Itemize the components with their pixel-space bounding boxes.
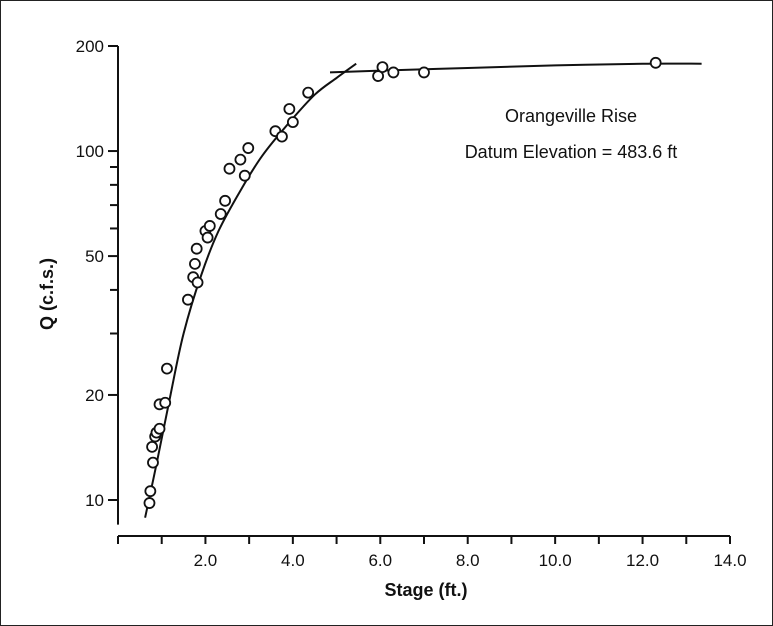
y-tick-label: 100 <box>76 142 104 161</box>
axes: 10 20 50 100 200 2.0 4.0 6.0 8.0 10.0 12.0 14.0 <box>76 37 747 570</box>
data-point <box>276 130 288 143</box>
data-point <box>147 456 159 469</box>
x-tick-label: 14.0 <box>713 551 746 570</box>
annotation-line-2: Datum Elevation = 483.6 ft <box>465 142 678 162</box>
fit-curves <box>144 62 702 518</box>
x-tick-label: 10.0 <box>539 551 572 570</box>
y-tick-label: 20 <box>85 386 104 405</box>
data-point <box>302 86 315 99</box>
x-tick-label: 2.0 <box>194 551 218 570</box>
data-point <box>372 70 385 82</box>
x-tick-label: 6.0 <box>368 551 392 570</box>
data-point <box>649 56 662 69</box>
data-point <box>387 66 400 79</box>
data-point <box>201 231 214 244</box>
data-point <box>144 485 157 498</box>
data-point <box>146 440 158 453</box>
annotation-line-1: Orangeville Rise <box>505 106 637 126</box>
data-point <box>219 194 232 207</box>
data-point <box>418 66 430 79</box>
data-point <box>242 142 255 154</box>
fit-curve <box>144 62 357 518</box>
data-point <box>161 362 173 375</box>
x-tick-label: 12.0 <box>626 551 659 570</box>
data-point <box>203 220 216 232</box>
data-point <box>153 422 166 435</box>
data-point <box>143 497 156 509</box>
data-point <box>189 257 201 270</box>
y-tick-label: 10 <box>85 491 104 510</box>
y-tick-label: 200 <box>76 37 104 56</box>
data-point <box>238 169 251 182</box>
x-axis-title: Stage (ft.) <box>385 580 468 600</box>
data-point <box>159 396 172 409</box>
data-point <box>190 242 203 255</box>
data-point <box>191 276 204 289</box>
x-tick-label: 4.0 <box>281 551 305 570</box>
data-point <box>283 103 296 115</box>
data-points <box>143 56 662 509</box>
data-point <box>376 61 389 74</box>
data-point <box>214 208 227 220</box>
data-point <box>223 162 236 175</box>
data-point <box>286 116 299 129</box>
y-axis-title: Q (c.f.s.) <box>37 258 57 330</box>
y-tick-label: 50 <box>85 247 104 266</box>
data-point <box>234 153 247 166</box>
x-tick-label: 8.0 <box>456 551 480 570</box>
data-point <box>182 293 194 306</box>
